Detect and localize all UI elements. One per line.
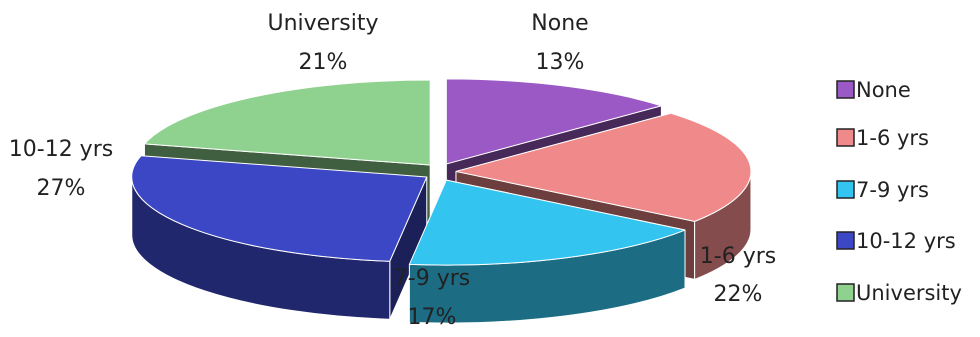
legend-swatch-10-12 xyxy=(836,231,855,250)
label-1-6-pct: 22% xyxy=(714,282,763,307)
label-10-12-name: 10-12 yrs xyxy=(9,137,113,162)
label-university-pct: 21% xyxy=(299,50,348,75)
pie-slices xyxy=(131,78,752,324)
label-1-6-name: 1-6 yrs xyxy=(700,244,776,269)
legend-swatch-university xyxy=(836,283,855,302)
label-7-9-name: 7-9 yrs xyxy=(394,266,470,291)
data-labels: None 13% 1-6 yrs 22% 7-9 yrs 17% 10-12 y… xyxy=(9,11,776,330)
legend-label-none: None xyxy=(856,78,911,102)
legend-label-10-12: 10-12 yrs xyxy=(856,229,956,253)
slice-7-9-yrs xyxy=(408,179,686,266)
label-10-12-pct: 27% xyxy=(37,176,86,201)
slice-university xyxy=(143,79,431,166)
legend-label-university: University xyxy=(856,281,962,305)
label-university-name: University xyxy=(268,11,379,36)
legend: None 1-6 yrs 7-9 yrs 10-12 yrs Universit… xyxy=(836,78,962,305)
slice-none xyxy=(445,78,662,165)
label-none-name: None xyxy=(531,11,588,36)
label-7-9-pct: 17% xyxy=(408,305,457,330)
legend-swatch-7-9 xyxy=(836,180,855,199)
legend-swatch-1-6 xyxy=(836,128,855,147)
label-none-pct: 13% xyxy=(536,50,585,75)
legend-swatch-none xyxy=(836,80,855,99)
slice-1-6-yrs xyxy=(455,112,752,222)
legend-label-1-6: 1-6 yrs xyxy=(856,126,929,150)
slice-10-12-yrs xyxy=(131,155,428,262)
legend-label-7-9: 7-9 yrs xyxy=(856,178,929,202)
